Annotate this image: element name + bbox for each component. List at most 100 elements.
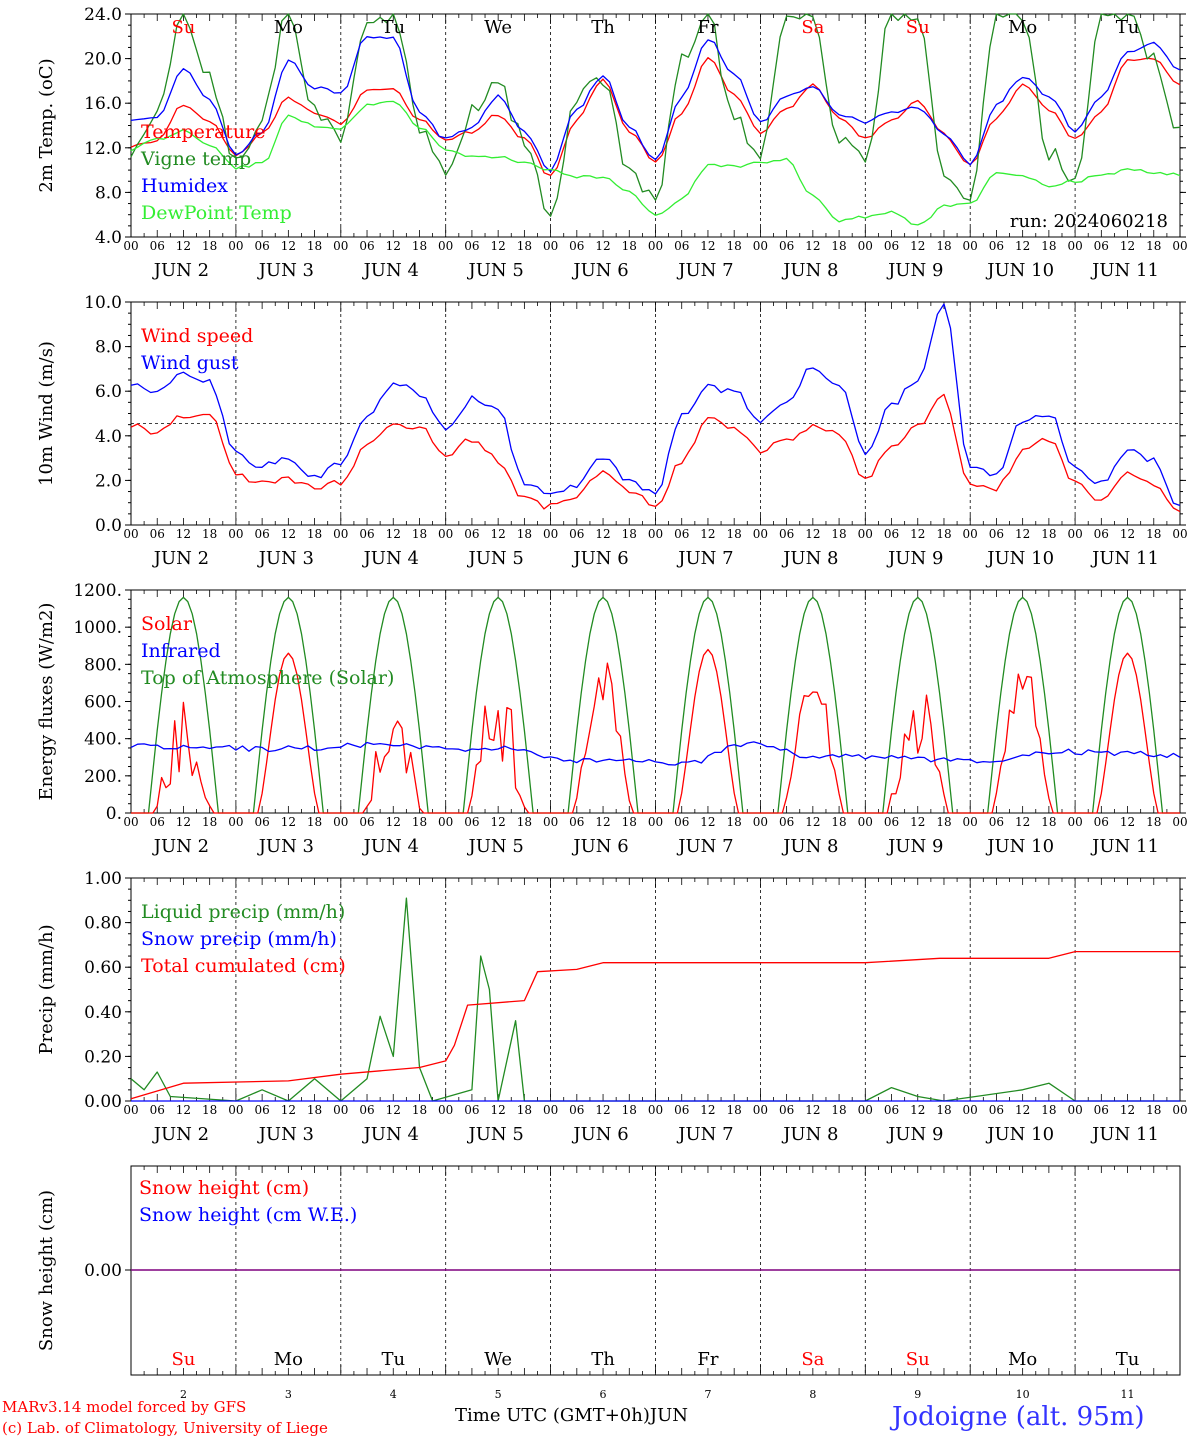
hour-tick-label: 00 [963,527,978,541]
day-number: 10 [1016,1388,1030,1401]
hour-tick-label: 12 [386,815,401,829]
day-axis-label: JUN 8 [781,836,838,857]
hour-tick-label: 06 [254,239,269,253]
hour-tick-label: 18 [936,239,951,253]
hour-tick-label: 12 [1015,815,1030,829]
hour-tick-label: 00 [648,239,663,253]
series-temperature [130,57,1181,177]
hour-tick-label: 12 [176,1103,191,1117]
day-axis-label: JUN 7 [676,260,733,281]
hour-tick-label: 06 [254,527,269,541]
y-tick-label: 8.0 [95,338,122,358]
y-tick-label: 24.0 [84,5,122,25]
y-axis-label: Snow height (cm) [36,1190,57,1351]
day-axis-label: JUN 4 [362,1124,419,1145]
day-name-bottom: Mo [1008,1349,1037,1370]
legend-entry: Solar [141,613,193,635]
day-axis-label: JUN 8 [781,260,838,281]
hour-tick-label: 06 [359,239,374,253]
hour-tick-label: 18 [517,1103,532,1117]
series-infrared [130,741,1181,766]
y-tick-label: 6.0 [95,382,122,402]
day-number: 6 [600,1388,607,1401]
hour-tick-label: 00 [753,239,768,253]
hour-tick-label: 18 [936,815,951,829]
hour-tick-label: 12 [491,239,506,253]
hour-tick-label: 18 [936,1103,951,1117]
day-name-bottom: We [484,1349,512,1370]
day-name-top: We [484,17,512,38]
y-tick-label: 0.20 [84,1047,122,1067]
hour-tick-label: 12 [700,239,715,253]
x-axis-month: JUN [649,1405,689,1426]
day-name-top: Mo [274,17,303,38]
hour-tick-label: 18 [1146,815,1161,829]
hour-tick-label: 18 [202,239,217,253]
day-number: 4 [390,1388,397,1401]
hour-tick-label: 06 [1094,815,1109,829]
run-label: run: 2024060218 [1010,211,1168,232]
y-tick-label: 0.00 [84,1092,122,1112]
day-axis-label: JUN 3 [257,1124,314,1145]
hour-tick-label: 18 [622,1103,637,1117]
day-name-bottom: Tu [1116,1349,1140,1370]
day-axis-label: JUN 7 [676,548,733,569]
day-axis-label: JUN 6 [571,836,628,857]
hour-tick-label: 00 [123,239,138,253]
hour-tick-label: 12 [176,815,191,829]
series-wind-gust [130,303,1181,507]
hour-tick-label: 00 [1172,527,1187,541]
hour-tick-label: 18 [831,815,846,829]
hour-tick-label: 06 [359,527,374,541]
series-vigne-temp [130,13,1181,217]
day-name-top: Fr [697,17,718,38]
y-tick-label: 0. [106,804,122,824]
hour-tick-label: 12 [1120,239,1135,253]
hour-tick-label: 06 [989,239,1004,253]
legend-entry: Vigne temp [140,148,251,170]
day-axis-label: JUN 11 [1090,1124,1159,1145]
hour-tick-label: 00 [333,815,348,829]
hour-tick-label: 18 [517,815,532,829]
series-humidex [130,36,1181,173]
hour-tick-label: 12 [805,1103,820,1117]
day-axis-label: JUN 9 [886,260,943,281]
series-dewpoint-temp [130,100,1181,226]
hour-tick-label: 12 [281,1103,296,1117]
day-axis-label: JUN 3 [257,836,314,857]
day-name-top: Sa [801,17,824,38]
hour-tick-label: 12 [595,527,610,541]
hour-tick-label: 00 [963,1103,978,1117]
day-axis-label: JUN 9 [886,1124,943,1145]
hour-tick-label: 06 [674,527,689,541]
hour-tick-label: 06 [254,815,269,829]
hour-tick-label: 06 [569,239,584,253]
hour-tick-label: 18 [412,815,427,829]
y-tick-label: 20.0 [84,50,122,70]
hour-tick-label: 00 [333,527,348,541]
day-axis-label: JUN 5 [466,548,523,569]
hour-tick-label: 00 [438,239,453,253]
hour-tick-label: 00 [858,239,873,253]
y-tick-label: 1.00 [84,869,122,889]
hour-tick-label: 00 [858,527,873,541]
day-name-top: Tu [1116,17,1140,38]
hour-tick-label: 18 [727,815,742,829]
hour-tick-label: 12 [805,527,820,541]
hour-tick-label: 06 [150,239,165,253]
hour-tick-label: 00 [963,815,978,829]
hour-tick-label: 00 [543,1103,558,1117]
hour-tick-label: 00 [648,1103,663,1117]
legend-entry: Liquid precip (mm/h) [141,901,345,923]
day-number: 9 [914,1388,921,1401]
hour-tick-label: 06 [464,527,479,541]
day-axis-label: JUN 10 [985,836,1054,857]
day-axis-label: JUN 4 [362,548,419,569]
hour-tick-label: 06 [779,1103,794,1117]
hour-tick-label: 18 [202,815,217,829]
hour-tick-label: 18 [307,815,322,829]
legend-entry: Infrared [141,640,221,662]
hour-tick-label: 06 [884,815,899,829]
y-tick-label: 4.0 [95,228,122,248]
